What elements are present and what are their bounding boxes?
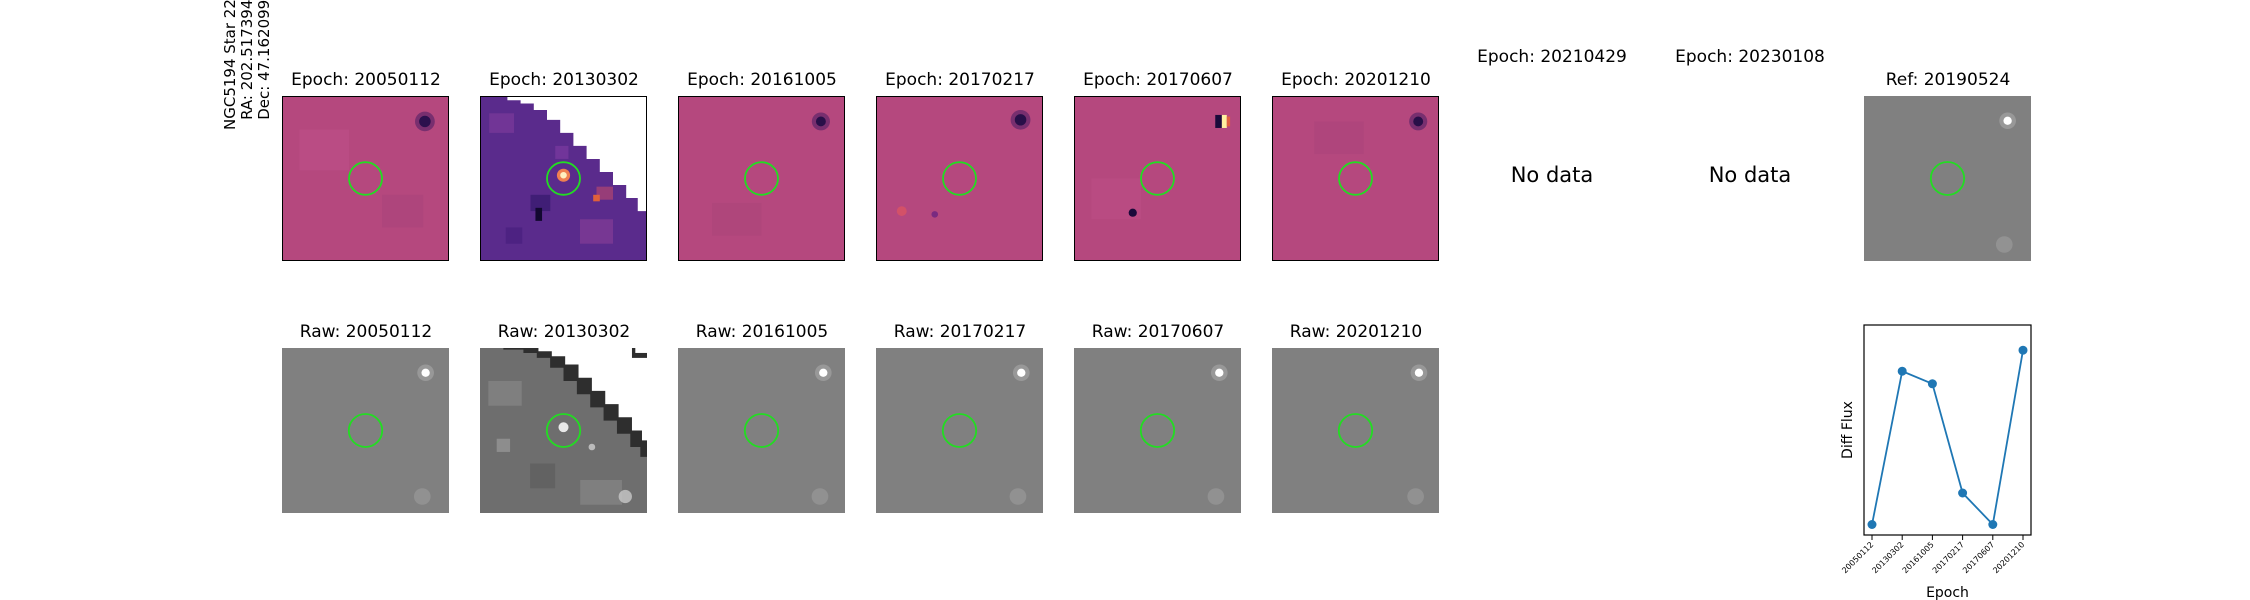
y-axis-label: Diff Flux: [1840, 401, 1856, 459]
x-tick-label: 20201210: [1991, 540, 2026, 575]
diff-title-7: Epoch: 20230108: [1675, 47, 1825, 67]
raw-title-3: Raw: 20170217: [893, 322, 1027, 342]
data-point: [1897, 366, 1907, 376]
data-point: [1988, 520, 1998, 529]
raw-image-20161005: [678, 348, 845, 513]
series-line: [1871, 350, 2024, 527]
x-tick-label: 20170217: [1931, 540, 1966, 575]
no-data-20230108: No data: [1708, 163, 1792, 187]
raw-image-20130302: [480, 348, 647, 513]
diff-title-5: Epoch: 20201210: [1281, 70, 1431, 90]
diff-title-2: Epoch: 20161005: [687, 70, 837, 90]
diff-title-6: Epoch: 20210429: [1477, 47, 1627, 67]
x-tick-label: 20170607: [1961, 540, 1996, 575]
diff-image-20161005: [678, 96, 845, 261]
raw-title-0: Raw: 20050112: [299, 322, 433, 342]
data-point: [1958, 488, 1968, 498]
diff-title-0: Epoch: 20050112: [291, 70, 441, 90]
data-point: [2018, 345, 2028, 355]
x-tick-label: 20130302: [1870, 540, 1905, 575]
no-data-20210429: No data: [1510, 163, 1594, 187]
data-point: [1927, 379, 1937, 389]
diff-image-20130302: [480, 96, 647, 261]
data-point: [1867, 520, 1877, 529]
diff-title-1: Epoch: 20130302: [489, 70, 639, 90]
plot-frame: [1863, 324, 2032, 536]
diff-image-20050112: [282, 96, 449, 261]
ref-image: [1864, 96, 2031, 261]
diff-flux-chart: 2005011220130302201610052017021720170607…: [1840, 324, 2032, 600]
diff-title-4: Epoch: 20170607: [1083, 70, 1233, 90]
x-tick-label: 20050112: [1840, 540, 1875, 575]
x-tick-label: 20161005: [1901, 540, 1936, 575]
x-axis-label: Epoch: [1926, 585, 1969, 600]
diff-image-20201210: [1272, 96, 1439, 261]
raw-title-5: Raw: 20201210: [1289, 322, 1423, 342]
ref-title: Ref: 20190524: [1885, 70, 2011, 90]
raw-title-1: Raw: 20130302: [497, 322, 631, 342]
raw-image-20050112: [282, 348, 449, 513]
diff-image-20170607: [1074, 96, 1241, 261]
diff-image-20170217: [876, 96, 1043, 261]
raw-image-20170607: [1074, 348, 1241, 513]
raw-image-20201210: [1272, 348, 1439, 513]
diff-title-3: Epoch: 20170217: [885, 70, 1035, 90]
raw-title-4: Raw: 20170607: [1091, 322, 1225, 342]
raw-title-2: Raw: 20161005: [695, 322, 829, 342]
raw-image-20170217: [876, 348, 1043, 513]
